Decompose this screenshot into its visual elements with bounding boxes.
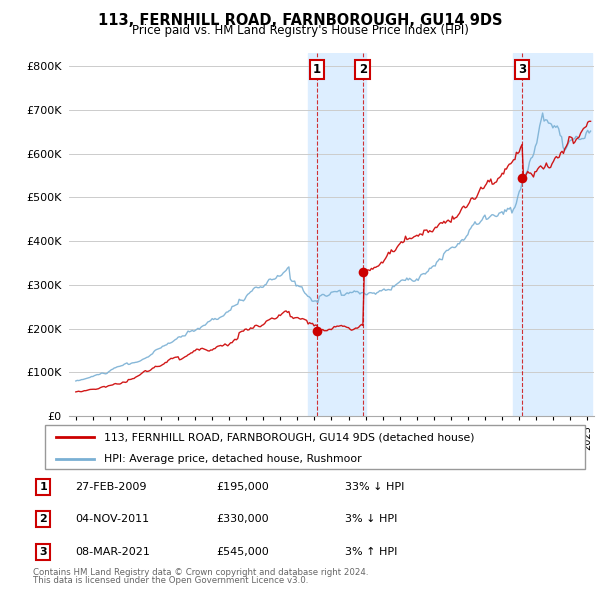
Bar: [308, 53, 365, 416]
Text: 113, FERNHILL ROAD, FARNBOROUGH, GU14 9DS: 113, FERNHILL ROAD, FARNBOROUGH, GU14 9D…: [98, 13, 502, 28]
Text: 2: 2: [40, 514, 47, 524]
Text: 113, FERNHILL ROAD, FARNBOROUGH, GU14 9DS (detached house): 113, FERNHILL ROAD, FARNBOROUGH, GU14 9D…: [104, 432, 475, 442]
Text: 04-NOV-2011: 04-NOV-2011: [75, 514, 149, 524]
Text: £330,000: £330,000: [216, 514, 269, 524]
Text: This data is licensed under the Open Government Licence v3.0.: This data is licensed under the Open Gov…: [33, 576, 308, 585]
Text: 1: 1: [313, 63, 321, 76]
Text: HPI: Average price, detached house, Rushmoor: HPI: Average price, detached house, Rush…: [104, 454, 362, 464]
Text: Price paid vs. HM Land Registry's House Price Index (HPI): Price paid vs. HM Land Registry's House …: [131, 24, 469, 37]
Text: Contains HM Land Registry data © Crown copyright and database right 2024.: Contains HM Land Registry data © Crown c…: [33, 568, 368, 577]
Text: 3: 3: [518, 63, 526, 76]
Text: 3: 3: [40, 547, 47, 556]
Text: 3% ↑ HPI: 3% ↑ HPI: [345, 547, 397, 556]
Text: 27-FEB-2009: 27-FEB-2009: [75, 482, 146, 491]
Text: 33% ↓ HPI: 33% ↓ HPI: [345, 482, 404, 491]
Text: 2: 2: [359, 63, 367, 76]
Bar: [514, 53, 592, 416]
Text: £545,000: £545,000: [216, 547, 269, 556]
Text: 3% ↓ HPI: 3% ↓ HPI: [345, 514, 397, 524]
Text: 1: 1: [40, 482, 47, 491]
Text: £195,000: £195,000: [216, 482, 269, 491]
Text: 08-MAR-2021: 08-MAR-2021: [75, 547, 150, 556]
